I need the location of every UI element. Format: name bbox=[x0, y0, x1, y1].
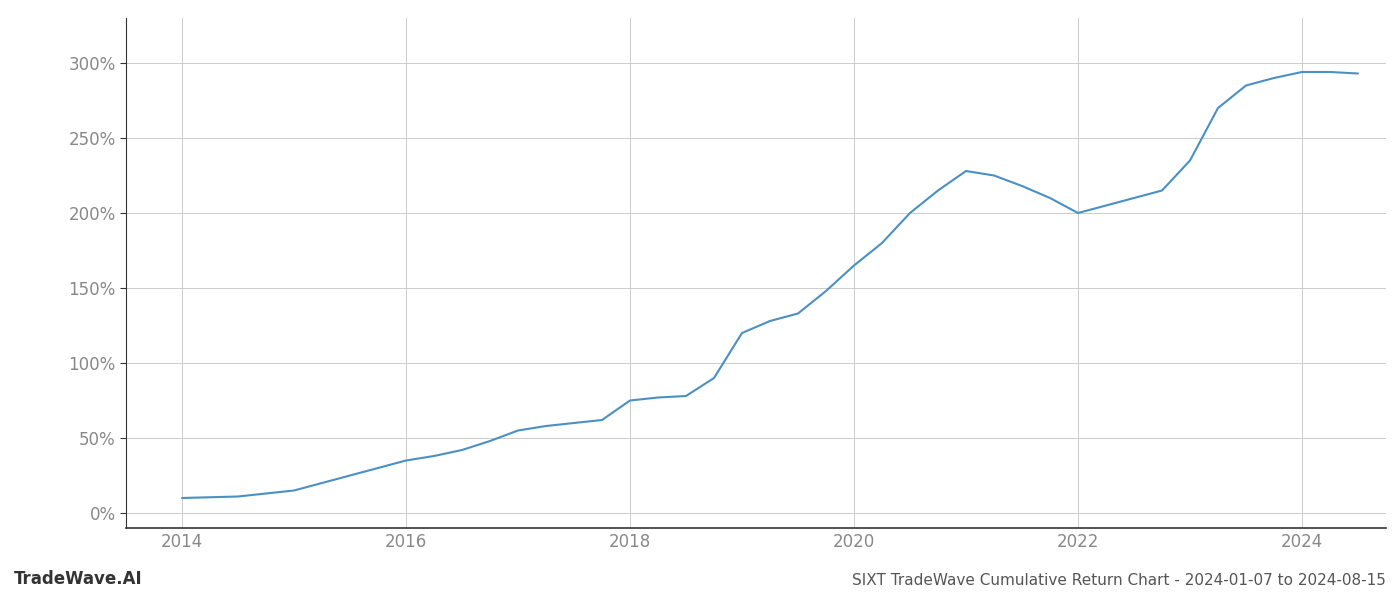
Text: SIXT TradeWave Cumulative Return Chart - 2024-01-07 to 2024-08-15: SIXT TradeWave Cumulative Return Chart -… bbox=[853, 573, 1386, 588]
Text: TradeWave.AI: TradeWave.AI bbox=[14, 570, 143, 588]
